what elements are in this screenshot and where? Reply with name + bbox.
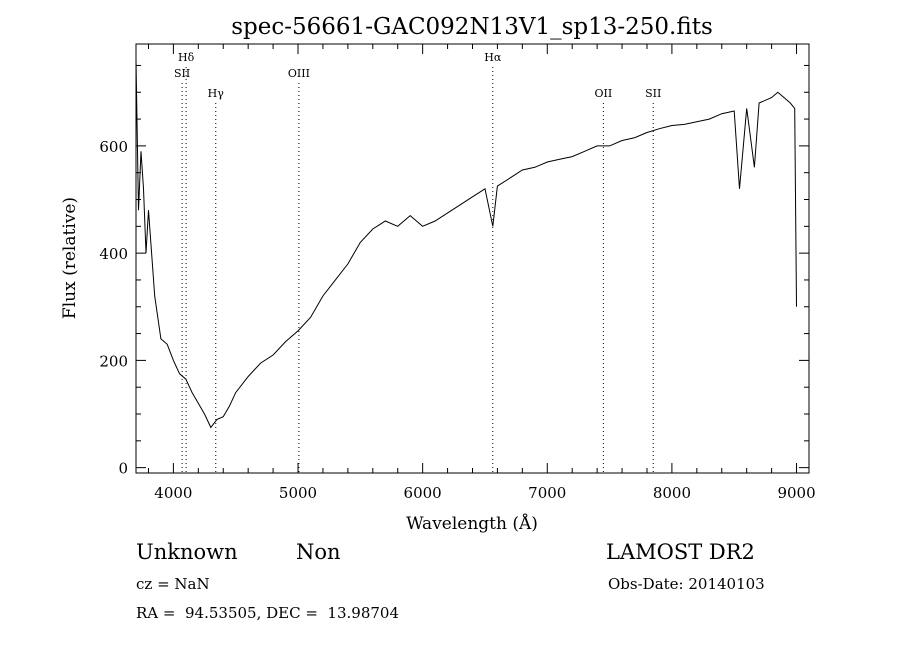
marker-label: Hδ [178,51,195,64]
y-tick-label: 200 [99,352,128,370]
y-tick-label: 0 [118,460,128,478]
x-tick-label: 7000 [528,484,566,502]
marker-label: OIII [288,67,310,80]
tick-labels: 4000 5000 6000 7000 8000 9000 0 200 400 600 [99,138,815,502]
x-axis-label: Wavelength (Å) [406,513,538,534]
marker-label: OII [595,87,613,100]
spectral-line-markers: Hδ SII Hγ OIII Hα OII SII [174,51,661,473]
y-tick-label: 600 [99,138,128,156]
x-tick-label: 4000 [154,484,192,502]
x-tick-label: 5000 [279,484,317,502]
obs-date-label: Obs-Date: 20140103 [608,575,765,593]
x-tick-label: 9000 [777,484,815,502]
axis-ticks [136,44,809,473]
coordinates-label: RA = 94.53505, DEC = 13.98704 [136,604,400,622]
y-tick-label: 400 [99,245,128,263]
object-class: Unknown [136,540,238,564]
marker-label: SII [645,87,661,100]
x-tick-label: 8000 [653,484,691,502]
y-axis-label: Flux (relative) [60,197,80,319]
x-tick-label: 6000 [404,484,442,502]
marker-label: Hγ [208,87,225,100]
chart-title: spec-56661-GAC092N13V1_sp13-250.fits [231,14,713,40]
spectrum-line [135,60,797,429]
survey-label: LAMOST DR2 [606,540,755,564]
plot-frame [135,43,810,474]
marker-label: SII [174,67,190,80]
marker-label: Hα [484,51,502,64]
object-subclass: Non [296,540,341,564]
redshift-label: cz = NaN [136,575,210,593]
